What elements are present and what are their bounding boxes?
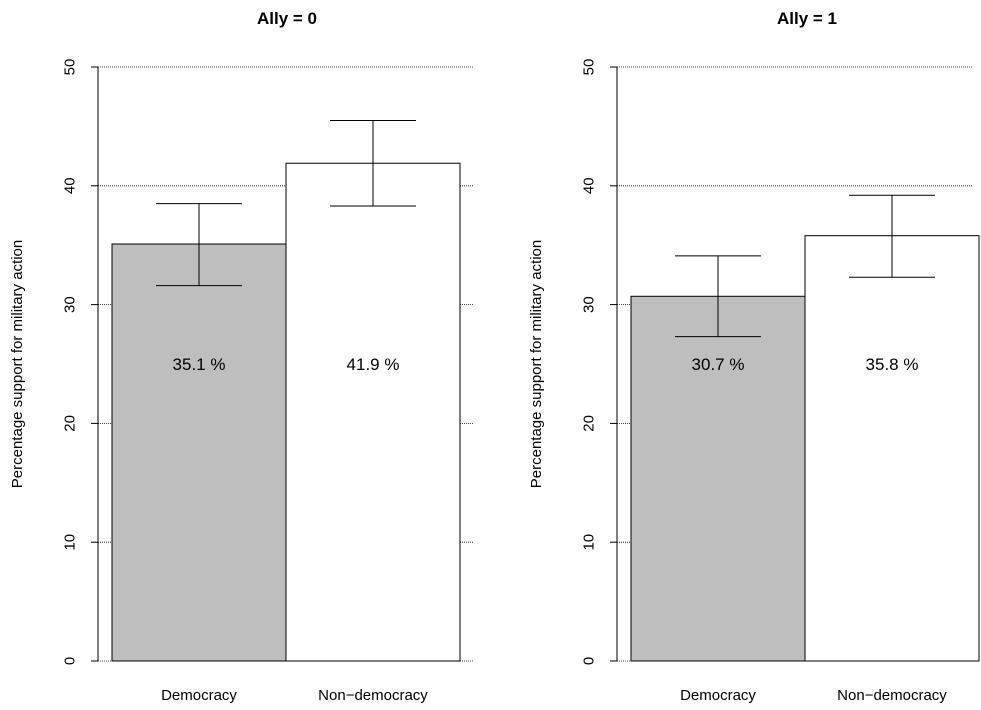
y-tick-label: 40 — [581, 177, 598, 194]
x-category-label: Democracy — [161, 687, 237, 704]
x-category-label: Democracy — [680, 687, 756, 704]
y-tick-label: 30 — [62, 296, 79, 313]
x-category-label: Non−democracy — [318, 687, 428, 704]
y-tick-label: 20 — [62, 415, 79, 432]
chart-title: Ally = 1 — [777, 9, 837, 28]
y-tick-label: 50 — [62, 59, 79, 76]
y-axis-label: Percentage support for military action — [528, 240, 545, 488]
y-tick-label: 10 — [62, 534, 79, 551]
bar-value-label: 30.7 % — [692, 355, 745, 374]
bar-value-label: 35.1 % — [173, 355, 226, 374]
y-tick-label: 40 — [62, 177, 79, 194]
y-tick-label: 10 — [581, 534, 598, 551]
y-tick-label: 0 — [581, 657, 598, 665]
chart-panel-1: Ally = 0 0 10 20 30 40 50 Percentage support fo… — [9, 9, 474, 704]
x-category-label: Non−democracy — [837, 687, 947, 704]
y-axis-label: Percentage support for military action — [9, 240, 26, 488]
y-tick-label: 50 — [581, 59, 598, 76]
bar-value-label: 35.8 % — [866, 355, 919, 374]
bar — [285, 162, 461, 662]
y-tick-label: 30 — [581, 296, 598, 313]
bar — [111, 243, 287, 662]
bar — [804, 235, 980, 662]
chart-title: Ally = 0 — [257, 9, 317, 28]
bar — [630, 295, 806, 662]
y-tick-label: 20 — [581, 415, 598, 432]
y-tick-label: 0 — [62, 657, 79, 665]
bar-value-label: 41.9 % — [347, 355, 400, 374]
chart-panel-2: Ally = 1 0 10 20 30 40 50 Percentage support fo… — [528, 9, 980, 704]
